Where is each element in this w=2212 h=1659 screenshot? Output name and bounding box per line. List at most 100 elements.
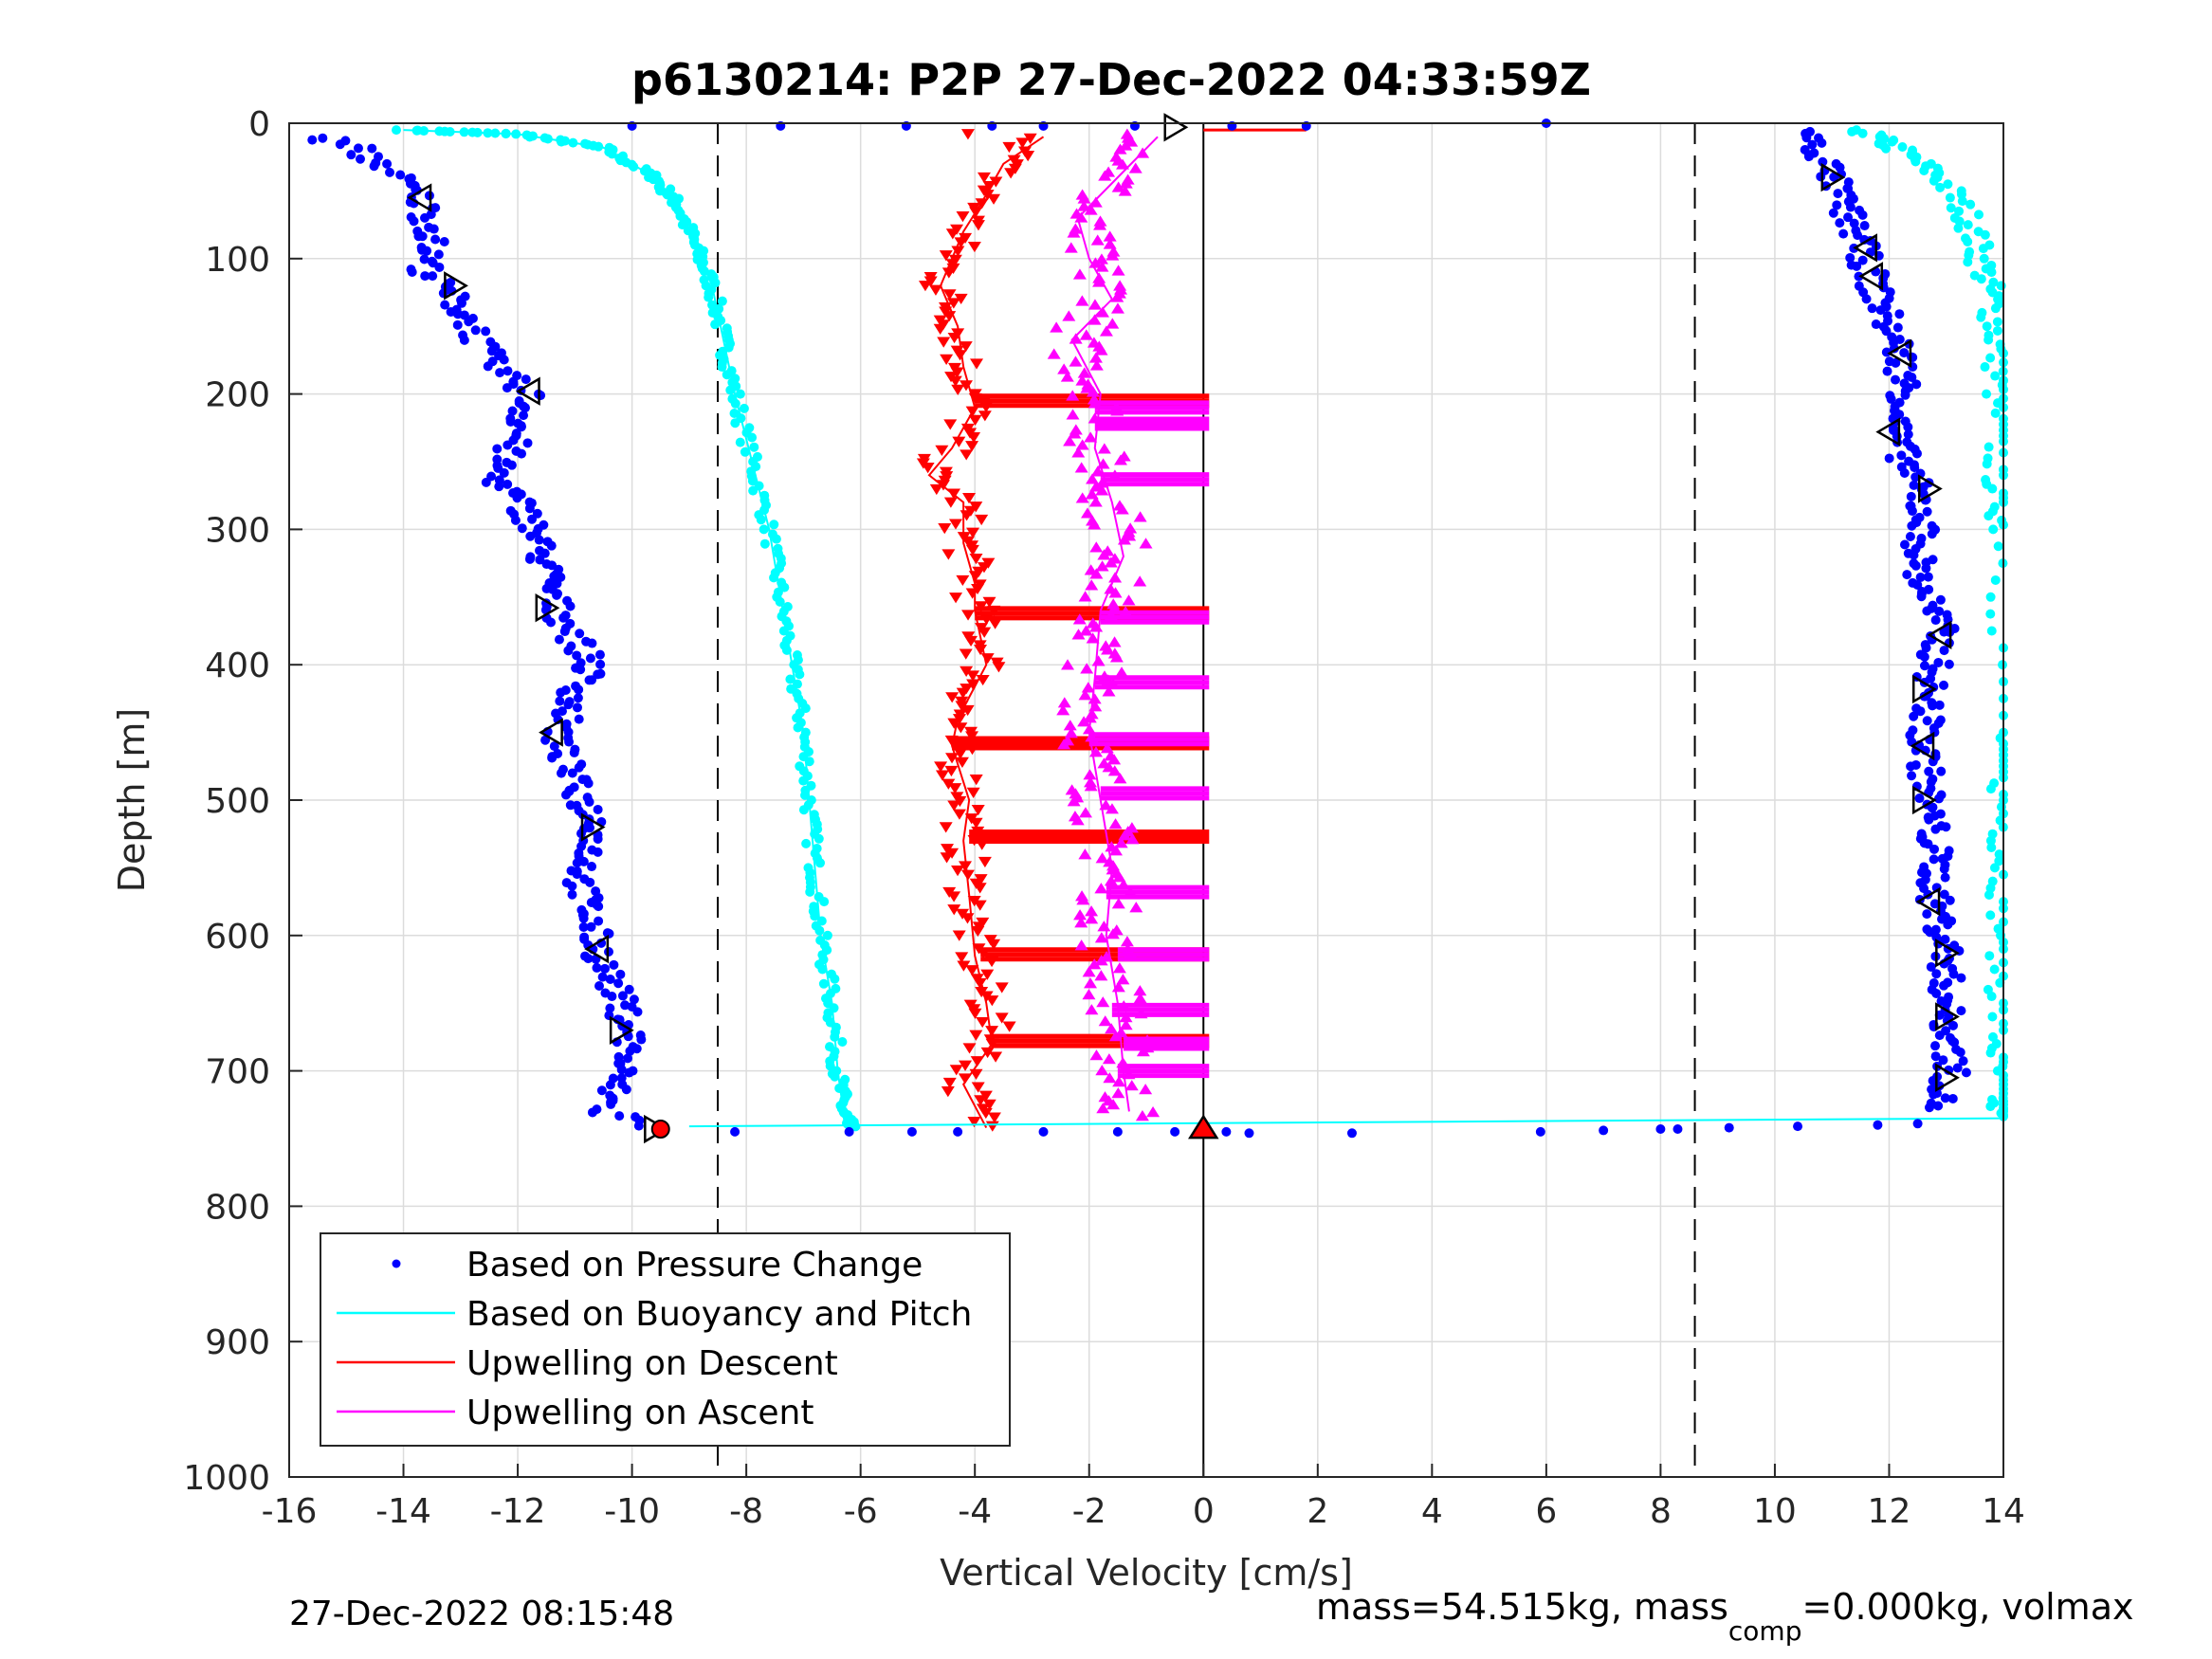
buoyancy-point — [1990, 303, 2001, 314]
pressure-point — [1948, 969, 1959, 979]
ascent-marker — [1077, 716, 1091, 727]
pressure-point — [524, 503, 535, 514]
ascent-marker — [1116, 879, 1130, 890]
pressure-point — [481, 477, 491, 487]
pressure-point — [307, 135, 318, 145]
pressure-point — [1929, 1089, 1939, 1100]
descent-marker — [970, 358, 984, 370]
buoyancy-point — [1982, 389, 1992, 399]
ascent-marker — [1091, 655, 1106, 666]
pressure-point — [1958, 1056, 1968, 1066]
pressure-point — [572, 650, 582, 661]
pressure-point — [576, 665, 586, 675]
ascent-marker — [1098, 1015, 1112, 1027]
pressure-point — [1900, 390, 1910, 400]
pressure-point — [535, 555, 545, 565]
buoyancy-point — [1986, 992, 1997, 1002]
pressure-direction-marker — [535, 593, 560, 623]
descent-marker — [973, 977, 987, 990]
ascent-marker — [1096, 996, 1110, 1008]
ascent-marker — [1090, 234, 1105, 246]
buoyancy-point — [1992, 325, 2002, 336]
pressure-point — [594, 916, 604, 926]
descent-marker — [947, 891, 961, 902]
pressure-point — [486, 346, 497, 356]
ascent-marker — [1108, 845, 1123, 856]
pressure-direction-marker — [539, 718, 563, 747]
ascent-marker — [1124, 1080, 1139, 1091]
pressure-point — [572, 702, 582, 713]
ascent-marker — [1072, 268, 1087, 280]
pressure-point — [1926, 961, 1936, 972]
descent-marker — [982, 596, 996, 608]
ascent-marker — [1069, 356, 1083, 367]
ascent-marker — [1062, 310, 1076, 321]
pressure-point — [594, 981, 605, 992]
pressure-point — [617, 991, 628, 1001]
y-tick-label: 900 — [205, 1323, 270, 1362]
buoyancy-point — [1957, 196, 1967, 207]
ascent-marker — [1088, 299, 1102, 310]
ascent-marker — [1080, 382, 1094, 393]
pressure-point — [1892, 322, 1903, 333]
descent-marker — [975, 514, 989, 526]
ascent-marker — [1120, 936, 1134, 947]
ascent-marker — [1089, 621, 1104, 632]
ascent-marker — [1115, 503, 1129, 515]
markers-layer — [407, 113, 1960, 1144]
pressure-point — [520, 403, 530, 413]
descent-marker — [945, 228, 960, 240]
pressure-direction-marker — [584, 934, 610, 964]
descent-marker — [947, 800, 961, 811]
ascent-marker — [1088, 412, 1102, 424]
pressure-point — [592, 962, 602, 973]
pressure-point — [429, 224, 439, 234]
pressure-point — [434, 262, 445, 272]
pressure-direction-marker — [515, 376, 540, 406]
buoyancy-point — [607, 149, 617, 159]
ascent-marker — [1136, 147, 1150, 158]
descent-marker — [966, 670, 980, 682]
pressure-point — [578, 921, 589, 932]
ascent-marker — [1082, 723, 1096, 735]
ascent-marker — [1088, 496, 1103, 507]
buoyancy-point — [568, 137, 578, 148]
pressure-point — [1939, 646, 1949, 656]
ascent-marker — [1057, 697, 1071, 708]
buoyancy-point — [730, 398, 740, 409]
buoyancy-point — [785, 674, 795, 684]
pressure-point — [413, 231, 424, 242]
pressure-point — [1899, 468, 1910, 479]
ascent-profile-line — [1070, 136, 1159, 1112]
descent-marker — [940, 852, 954, 864]
pressure-point — [593, 833, 603, 844]
pressure-point — [1919, 651, 1929, 662]
pressure-point — [1933, 793, 1944, 804]
descent-marker — [971, 925, 985, 938]
pressure-point — [1948, 1020, 1959, 1030]
pressure-point — [554, 634, 564, 645]
pressure-point — [1934, 1030, 1945, 1041]
buoyancy-point — [524, 132, 535, 142]
descent-marker — [1002, 141, 1016, 154]
ascent-marker — [1085, 913, 1099, 924]
ascent-marker — [1113, 454, 1127, 465]
ascent-marker — [1114, 837, 1128, 848]
descent-marker — [965, 544, 979, 556]
ascent-marker — [1078, 591, 1092, 602]
descent-marker — [956, 210, 970, 223]
pressure-point — [407, 266, 417, 277]
descent-marker — [947, 718, 961, 729]
buoyancy-point — [837, 1037, 848, 1047]
pressure-point — [1899, 348, 1910, 358]
descent-marker — [976, 674, 990, 686]
pressure-point — [439, 237, 449, 247]
ascent-marker — [1069, 333, 1083, 344]
pressure-direction-marker — [1911, 674, 1937, 704]
ascent-marker — [1122, 594, 1136, 606]
buoyancy-point — [501, 129, 511, 139]
ascent-marker — [1129, 902, 1143, 913]
descent-marker — [948, 375, 962, 387]
buoyancy-point — [1929, 175, 1939, 186]
pressure-point — [552, 590, 562, 600]
